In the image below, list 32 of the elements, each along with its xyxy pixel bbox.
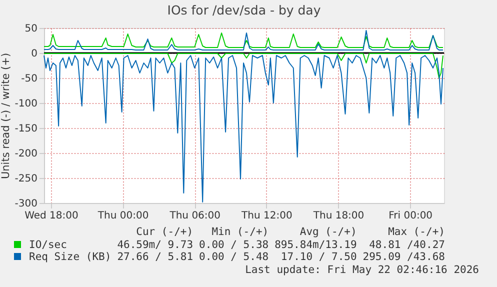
text: 48.81 /40.27 (368, 238, 445, 251)
line-series (44, 53, 444, 78)
y-tick-label: -200 (14, 148, 38, 160)
text: 295.09 /43.68 (362, 251, 445, 264)
y-tick-label: -50 (21, 74, 38, 84)
x-tick-label: Thu 00:00 (96, 210, 149, 222)
chart-title: IOs for /dev/sda - by day (167, 2, 322, 18)
text: Max (-/+) (387, 226, 445, 238)
y-tick-label: -300 (14, 198, 38, 210)
x-tick-label: Fri 00:00 (388, 210, 433, 222)
text: 17.10 / 7.50 (280, 251, 357, 264)
text: Cur (-/+) (135, 226, 194, 238)
y-tick-label: 50 (24, 24, 38, 34)
legend-label: IO/sec (28, 238, 68, 251)
text: 0.00 / 5.38 (198, 238, 269, 251)
y-tick-label: -150 (14, 124, 38, 134)
text: 27.66 / 5.81 (116, 251, 194, 264)
text: 46.59m/ 9.73 (116, 238, 194, 251)
x-tick-label: Thu 18:00 (312, 210, 364, 222)
x-tick-label: Thu 06:00 (168, 210, 221, 222)
text: Min (-/+) (210, 226, 269, 238)
y-tick-label: -250 (14, 174, 38, 184)
x-tick-label: Thu 12:00 (240, 210, 292, 222)
y-tick-label: 0 (31, 48, 38, 60)
y-axis-title: Units read (-) / write (+) (0, 52, 12, 180)
text: 0.00 / 5.48 (198, 251, 269, 264)
text: Avg (-/+) (298, 226, 357, 238)
legend-label: Req Size (KB) (28, 251, 112, 264)
y-tick-label: -100 (14, 98, 38, 110)
x-tick-label: Wed 18:00 (24, 210, 78, 222)
text: 895.84m/13.19 (274, 238, 357, 251)
text: Last update: Fri May 22 02:46:16 2026 (245, 264, 479, 276)
